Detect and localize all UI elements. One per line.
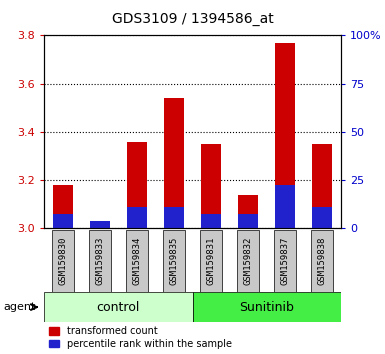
- Bar: [238, 195, 258, 228]
- Text: GSM159838: GSM159838: [318, 237, 327, 285]
- Bar: [164, 207, 184, 228]
- Bar: [200, 230, 222, 292]
- Bar: [275, 42, 295, 228]
- Bar: [53, 185, 73, 228]
- Bar: [164, 98, 184, 228]
- Text: GSM159834: GSM159834: [132, 237, 141, 285]
- Bar: [238, 214, 258, 228]
- Bar: [237, 230, 259, 292]
- Bar: [163, 230, 185, 292]
- Text: GSM159835: GSM159835: [169, 237, 179, 285]
- Text: GSM159837: GSM159837: [281, 237, 290, 285]
- Text: Sunitinib: Sunitinib: [239, 301, 294, 314]
- Text: agent: agent: [4, 302, 36, 312]
- Bar: [312, 144, 332, 228]
- Bar: [312, 207, 332, 228]
- Bar: [201, 144, 221, 228]
- Bar: [274, 230, 296, 292]
- Text: GSM159831: GSM159831: [206, 237, 216, 285]
- Text: GSM159830: GSM159830: [58, 237, 67, 285]
- Legend: transformed count, percentile rank within the sample: transformed count, percentile rank withi…: [49, 326, 232, 349]
- Bar: [52, 230, 74, 292]
- Bar: [311, 230, 333, 292]
- Bar: [89, 230, 111, 292]
- Bar: [201, 214, 221, 228]
- Bar: [53, 214, 73, 228]
- Bar: [127, 207, 147, 228]
- Bar: [44, 292, 192, 322]
- Text: GSM159832: GSM159832: [244, 237, 253, 285]
- Text: GDS3109 / 1394586_at: GDS3109 / 1394586_at: [112, 12, 273, 27]
- Text: GSM159833: GSM159833: [95, 237, 104, 285]
- Bar: [127, 142, 147, 228]
- Bar: [275, 185, 295, 228]
- Text: control: control: [97, 301, 140, 314]
- Bar: [90, 223, 110, 228]
- Bar: [126, 230, 148, 292]
- Bar: [192, 292, 341, 322]
- Bar: [90, 221, 110, 228]
